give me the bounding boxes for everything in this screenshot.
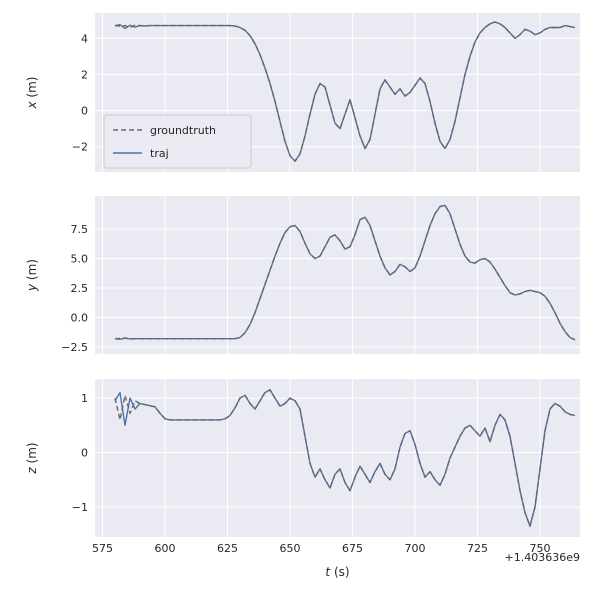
x-axis-label-var: t xyxy=(325,565,331,579)
y-tick-label: 7.5 xyxy=(71,223,89,236)
y-axis-label: z (m) xyxy=(25,442,39,474)
axes-z: −1 0 1 z (m) xyxy=(25,379,580,537)
x-tick-label: 625 xyxy=(217,542,238,555)
axes-y: −2.5 0.0 2.5 5.0 7.5 y (m) xyxy=(25,196,580,354)
x-axis-offset-text: +1.403636e9 xyxy=(504,551,580,564)
x-tick-label: 750 xyxy=(530,542,551,555)
x-axis-label-unit: (s) xyxy=(330,565,350,579)
axes-background xyxy=(95,196,580,354)
y-tick-label: 0 xyxy=(81,447,88,460)
x-axis-label: t (s) xyxy=(95,565,580,579)
x-tick-label: 650 xyxy=(280,542,301,555)
y-axis-label: y (m) xyxy=(25,259,39,292)
y-tick-label: −2 xyxy=(72,141,88,154)
y-tick-label: 2.5 xyxy=(71,282,89,295)
y-tick-label: 0 xyxy=(81,105,88,118)
y-tick-label: −1 xyxy=(72,501,88,514)
legend-box xyxy=(103,114,252,169)
legend-label-traj: traj xyxy=(150,147,169,160)
series-line-traj xyxy=(114,21,576,162)
y-tick-label: 2 xyxy=(81,68,88,81)
legend: groundtruth traj xyxy=(103,114,252,169)
legend-label-groundtruth: groundtruth xyxy=(150,124,216,137)
x-tick-label: 675 xyxy=(342,542,363,555)
x-tick-label: 700 xyxy=(405,542,426,555)
axes-background xyxy=(95,379,580,537)
y-tick-label: 4 xyxy=(81,32,88,45)
x-tick-label: 600 xyxy=(155,542,176,555)
series-line-groundtruth xyxy=(114,204,576,341)
y-axis-label: x (m) xyxy=(25,77,39,110)
y-tick-label: 0.0 xyxy=(71,311,89,324)
y-tick-label: −2.5 xyxy=(61,341,88,354)
y-tick-label: 1 xyxy=(81,392,88,405)
x-tick-label: 575 xyxy=(92,542,113,555)
series-line-groundtruth xyxy=(114,389,576,527)
y-tick-label: 5.0 xyxy=(71,252,89,265)
x-tick-label: 725 xyxy=(467,542,488,555)
